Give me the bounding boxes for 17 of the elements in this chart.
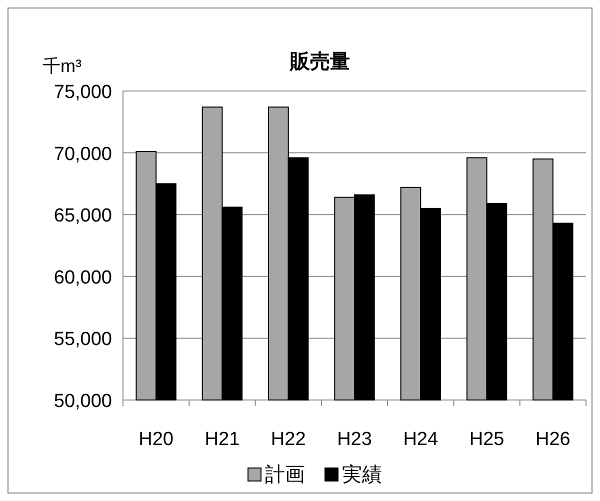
y-tick-label: 75,000 <box>54 82 112 103</box>
legend-label: 実績 <box>342 463 382 486</box>
y-tick-label: 55,000 <box>54 329 112 350</box>
x-tick-label: H20 <box>138 429 174 450</box>
x-tick-label: H22 <box>270 429 306 450</box>
chart-title: 販売量 <box>289 51 350 73</box>
y-tick-label: 60,000 <box>54 267 112 288</box>
y-tick-label: 50,000 <box>54 391 112 412</box>
x-tick-label: H21 <box>204 429 240 450</box>
y-axis-title: 千m³ <box>42 56 82 76</box>
x-tick-label: H26 <box>536 429 570 450</box>
y-tick-label: 70,000 <box>54 144 112 165</box>
x-tick-label: H25 <box>469 429 504 450</box>
x-tick-label: H23 <box>337 429 372 450</box>
y-tick-label: 65,000 <box>54 206 112 227</box>
x-tick-label: H24 <box>403 429 438 450</box>
legend-label: 計画 <box>265 464 305 486</box>
